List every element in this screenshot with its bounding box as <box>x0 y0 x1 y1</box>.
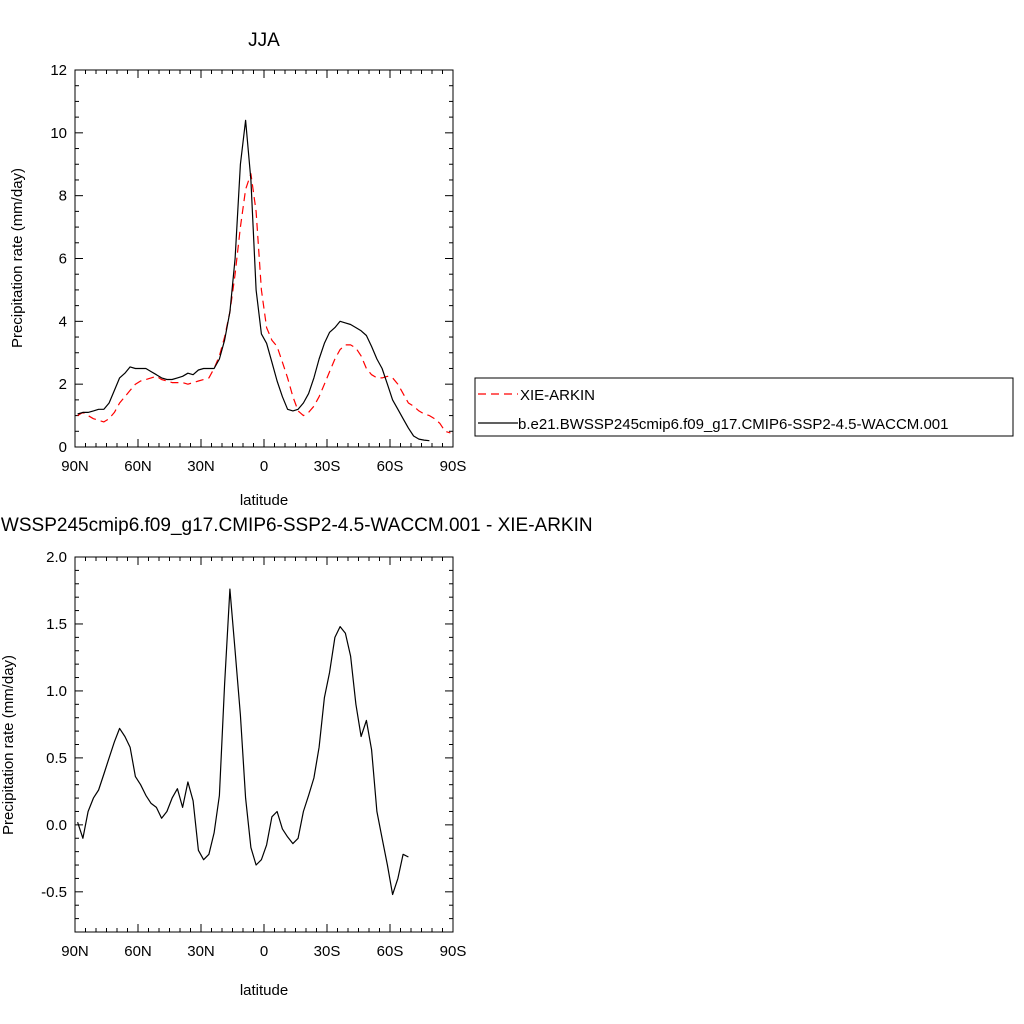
top-y-tick-label: 6 <box>59 251 67 268</box>
top-y-tick-label: 12 <box>50 62 67 79</box>
bottom-y-tick-label: 0.5 <box>46 750 67 767</box>
bottom-y-tick-label: 2.0 <box>46 549 67 566</box>
bottom-x-axis-title: latitude <box>240 982 288 999</box>
top-chart-title: JJA <box>248 30 280 51</box>
top-y-tick-label: 0 <box>59 439 67 456</box>
bottom-plot-frame <box>74 556 454 933</box>
top-x-tick-label: 0 <box>260 458 268 475</box>
bottom-x-tick-label: 90S <box>440 943 467 960</box>
top-y-axis-title: Precipitation rate (mm/day) <box>9 168 26 348</box>
top-plot-frame <box>74 69 454 448</box>
top-x-tick-label: 90N <box>61 458 89 475</box>
legend-label-xie-arkin: XIE-ARKIN <box>520 387 595 404</box>
top-x-tick-label: 60N <box>124 458 152 475</box>
bottom-chart-title: b.e21.BWSSP245cmip6.f09_g17.CMIP6-SSP2-4… <box>0 515 593 536</box>
top-y-tick-label: 2 <box>59 376 67 393</box>
top-panel: JJA 90N 60N 30N 0 30S 60S 90S 0 2 4 6 8 10 12 latitud… <box>9 30 466 509</box>
bottom-x-tick-label: 30S <box>314 943 341 960</box>
bottom-x-tick-label: 60S <box>377 943 404 960</box>
bottom-y-tick-label: 1.5 <box>46 616 67 633</box>
top-series-line-1 <box>77 119 430 442</box>
bottom-ticks: 90N 60N 30N 0 30S 60S 90S -0.5 0.0 0.5 1.0 1.5 2.0 <box>41 549 466 960</box>
bottom-y-tick-label: -0.5 <box>41 884 67 901</box>
top-x-tick-label: 90S <box>440 458 467 475</box>
legend-box <box>474 377 1014 437</box>
top-x-tick-label: 30N <box>187 458 215 475</box>
bottom-y-axis-title: Precipitation rate (mm/day) <box>0 655 17 835</box>
legend: XIE-ARKIN b.e21.BWSSP245cmip6.f09_g17.CM… <box>474 377 1014 437</box>
bottom-x-tick-label: 90N <box>61 943 89 960</box>
bottom-series <box>77 588 409 896</box>
bottom-series-line-0 <box>77 588 409 896</box>
bottom-x-tick-label: 30N <box>187 943 215 960</box>
legend-label-model: b.e21.BWSSP245cmip6.f09_g17.CMIP6-SSP2-4… <box>518 416 948 433</box>
top-series <box>77 119 451 442</box>
top-y-tick-label: 4 <box>59 313 67 330</box>
top-y-tick-label: 10 <box>50 125 67 142</box>
bottom-y-tick-label: 1.0 <box>46 683 67 700</box>
bottom-x-tick-label: 0 <box>260 943 268 960</box>
bottom-x-tick-label: 60N <box>124 943 152 960</box>
bottom-y-tick-label: 0.0 <box>46 817 67 834</box>
top-x-axis-title: latitude <box>240 492 288 509</box>
top-x-tick-label: 60S <box>377 458 404 475</box>
top-y-tick-label: 8 <box>59 188 67 205</box>
top-series-line-0 <box>77 173 451 434</box>
bottom-panel: b.e21.BWSSP245cmip6.f09_g17.CMIP6-SSP2-4… <box>0 515 593 999</box>
top-x-tick-label: 30S <box>314 458 341 475</box>
top-ticks: 90N 60N 30N 0 30S 60S 90S 0 2 4 6 8 10 12 <box>50 62 466 475</box>
